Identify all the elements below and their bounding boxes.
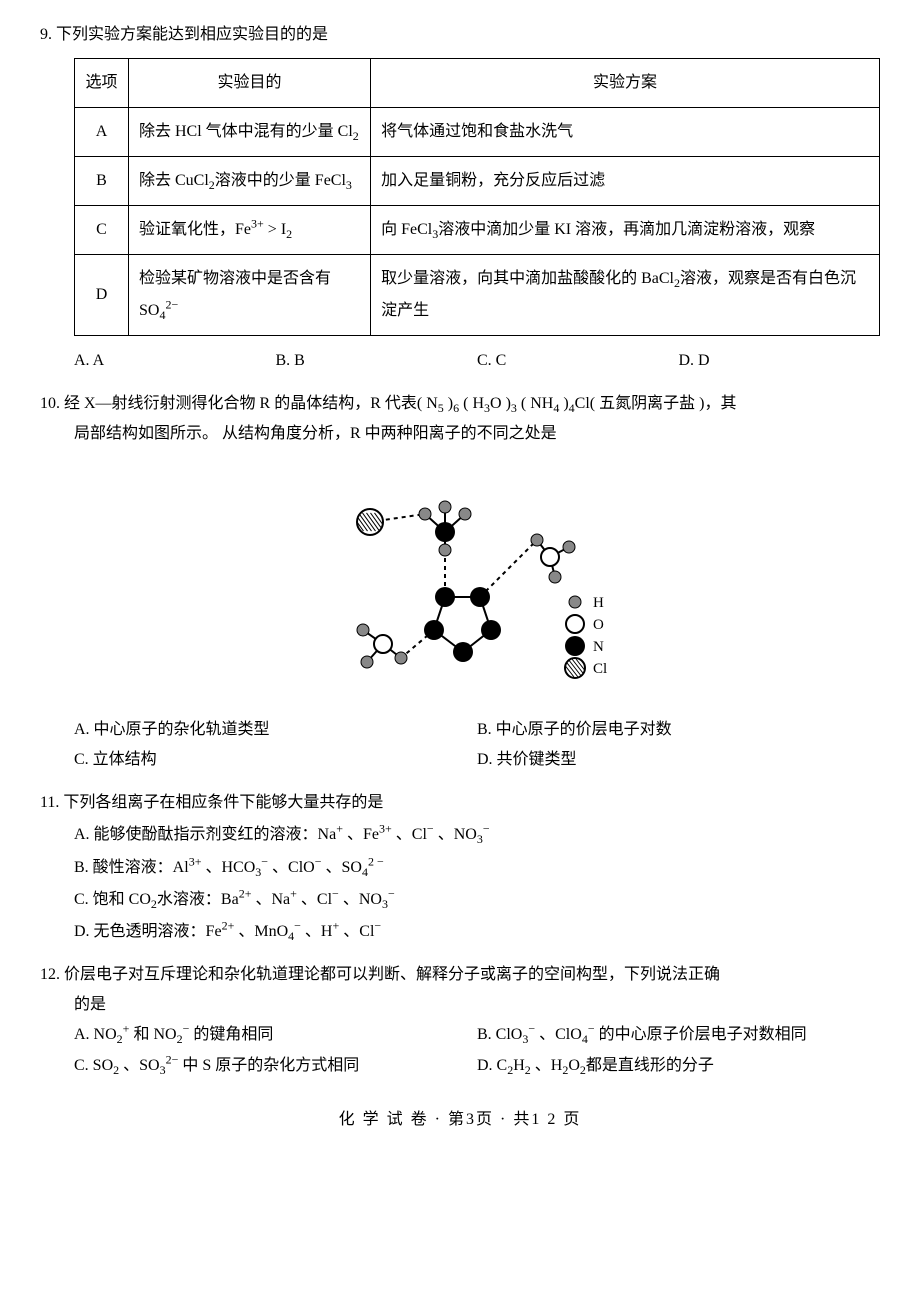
table-row: C验证氧化性，Fe3+ > I2向 FeCl3溶液中滴加少量 KI 溶液，再滴加… [75,206,880,255]
cell-plan: 向 FeCl3溶液中滴加少量 KI 溶液，再滴加几滴淀粉溶液，观察 [371,206,880,255]
q11-opt-c: C. 饱和 CO2水溶液：Ba2+ 、Na+ 、Cl− 、NO3− [40,885,880,915]
q9-opt-d: D. D [679,346,881,376]
svg-text:Cl: Cl [593,661,607,677]
q10-opt-a: A. 中心原子的杂化轨道类型 [74,715,477,745]
q10-opt-b: B. 中心原子的价层电子对数 [477,715,880,745]
q10-text2: 局部结构如图所示。 从结构角度分析，R 中两种阳离子的不同之处是 [40,419,880,449]
q10-opt-c: C. 立体结构 [74,745,477,775]
q9-number: 9. [40,20,52,50]
table-row: D检验某矿物溶液中是否含有 SO42−取少量溶液，向其中滴加盐酸酸化的 BaCl… [75,255,880,336]
q12-opt-d: D. C2H2 、H2O2都是直线形的分子 [477,1051,880,1081]
q10-number: 10. [40,389,60,419]
q9-th-plan: 实验方案 [371,59,880,108]
q9-opt-c: C. C [477,346,679,376]
q11-opt-b: B. 酸性溶液：Al3+ 、HCO3− 、ClO− 、SO42 − [40,853,880,883]
page-footer: 化 学 试 卷 · 第3页 · 共1 2 页 [40,1105,880,1135]
q12-stem: 12. 价层电子对互斥理论和杂化轨道理论都可以判断、解释分子或离子的空间构型，下… [40,960,880,990]
cell-goal: 验证氧化性，Fe3+ > I2 [129,206,371,255]
cell-goal: 检验某矿物溶液中是否含有 SO42− [129,255,371,336]
q12-text1: 价层电子对互斥理论和杂化轨道理论都可以判断、解释分子或离子的空间构型，下列说法正… [64,960,880,990]
q10-stem: 10. 经 X—射线衍射测得化合物 R 的晶体结构，R 代表( N5 )6 ( … [40,389,880,419]
svg-text:H: H [593,595,604,611]
question-9: 9. 下列实验方案能达到相应实验目的的是 选项 实验目的 实验方案 A除去 HC… [40,20,880,377]
q11-opt-a: A. 能够使酚酞指示剂变红的溶液：Na+ 、Fe3+ 、Cl− 、NO3− [40,820,880,850]
q10-figure: HON Cl [40,462,880,703]
q9-opt-a: A. A [74,346,276,376]
cell-opt: C [75,206,129,255]
q11-text: 下列各组离子在相应条件下能够大量共存的是 [63,788,880,818]
cell-goal: 除去 HCl 气体中混有的少量 Cl2 [129,108,371,157]
table-row: B除去 CuCl2溶液中的少量 FeCl3加入足量铜粉，充分反应后过滤 [75,157,880,206]
q9-opt-b: B. B [276,346,478,376]
svg-text:O: O [593,617,604,633]
cell-plan: 将气体通过饱和食盐水洗气 [371,108,880,157]
q12-number: 12. [40,960,60,990]
cell-goal: 除去 CuCl2溶液中的少量 FeCl3 [129,157,371,206]
table-row: A除去 HCl 气体中混有的少量 Cl2将气体通过饱和食盐水洗气 [75,108,880,157]
q9-th-goal: 实验目的 [129,59,371,108]
q9-stem: 9. 下列实验方案能达到相应实验目的的是 [40,20,880,50]
q12-text2: 的是 [40,990,880,1020]
q9-text: 下列实验方案能达到相应实验目的的是 [56,20,880,50]
q11-opt-d: D. 无色透明溶液：Fe2+ 、MnO4− 、H+ 、Cl− [40,917,880,947]
q10-options: A. 中心原子的杂化轨道类型 B. 中心原子的价层电子对数 C. 立体结构 D.… [40,715,880,776]
q9-th-opt: 选项 [75,59,129,108]
q10-text1: 经 X—射线衍射测得化合物 R 的晶体结构，R 代表( N5 )6 ( H3O … [64,389,880,419]
molecular-structure-diagram: HON Cl [275,462,645,692]
q12-opt-b: B. ClO3− 、ClO4− 的中心原子价层电子对数相同 [477,1020,880,1050]
cell-opt: B [75,157,129,206]
q12-opt-a: A. NO2+ 和 NO2− 的键角相同 [74,1020,477,1050]
q11-number: 11. [40,788,59,818]
q11-stem: 11. 下列各组离子在相应条件下能够大量共存的是 [40,788,880,818]
q9-table: 选项 实验目的 实验方案 A除去 HCl 气体中混有的少量 Cl2将气体通过饱和… [74,58,880,336]
cell-plan: 加入足量铜粉，充分反应后过滤 [371,157,880,206]
svg-text:N: N [593,639,604,655]
q12-options: A. NO2+ 和 NO2− 的键角相同 B. ClO3− 、ClO4− 的中心… [40,1020,880,1081]
question-12: 12. 价层电子对互斥理论和杂化轨道理论都可以判断、解释分子或离子的空间构型，下… [40,960,880,1082]
cell-plan: 取少量溶液，向其中滴加盐酸酸化的 BaCl2溶液，观察是否有白色沉淀产生 [371,255,880,336]
q9-options: A. A B. B C. C D. D [40,346,880,376]
q10-opt-d: D. 共价键类型 [477,745,880,775]
cell-opt: A [75,108,129,157]
q12-opt-c: C. SO2 、SO32− 中 S 原子的杂化方式相同 [74,1051,477,1081]
question-10: 10. 经 X—射线衍射测得化合物 R 的晶体结构，R 代表( N5 )6 ( … [40,389,880,776]
cell-opt: D [75,255,129,336]
question-11: 11. 下列各组离子在相应条件下能够大量共存的是 A. 能够使酚酞指示剂变红的溶… [40,788,880,948]
